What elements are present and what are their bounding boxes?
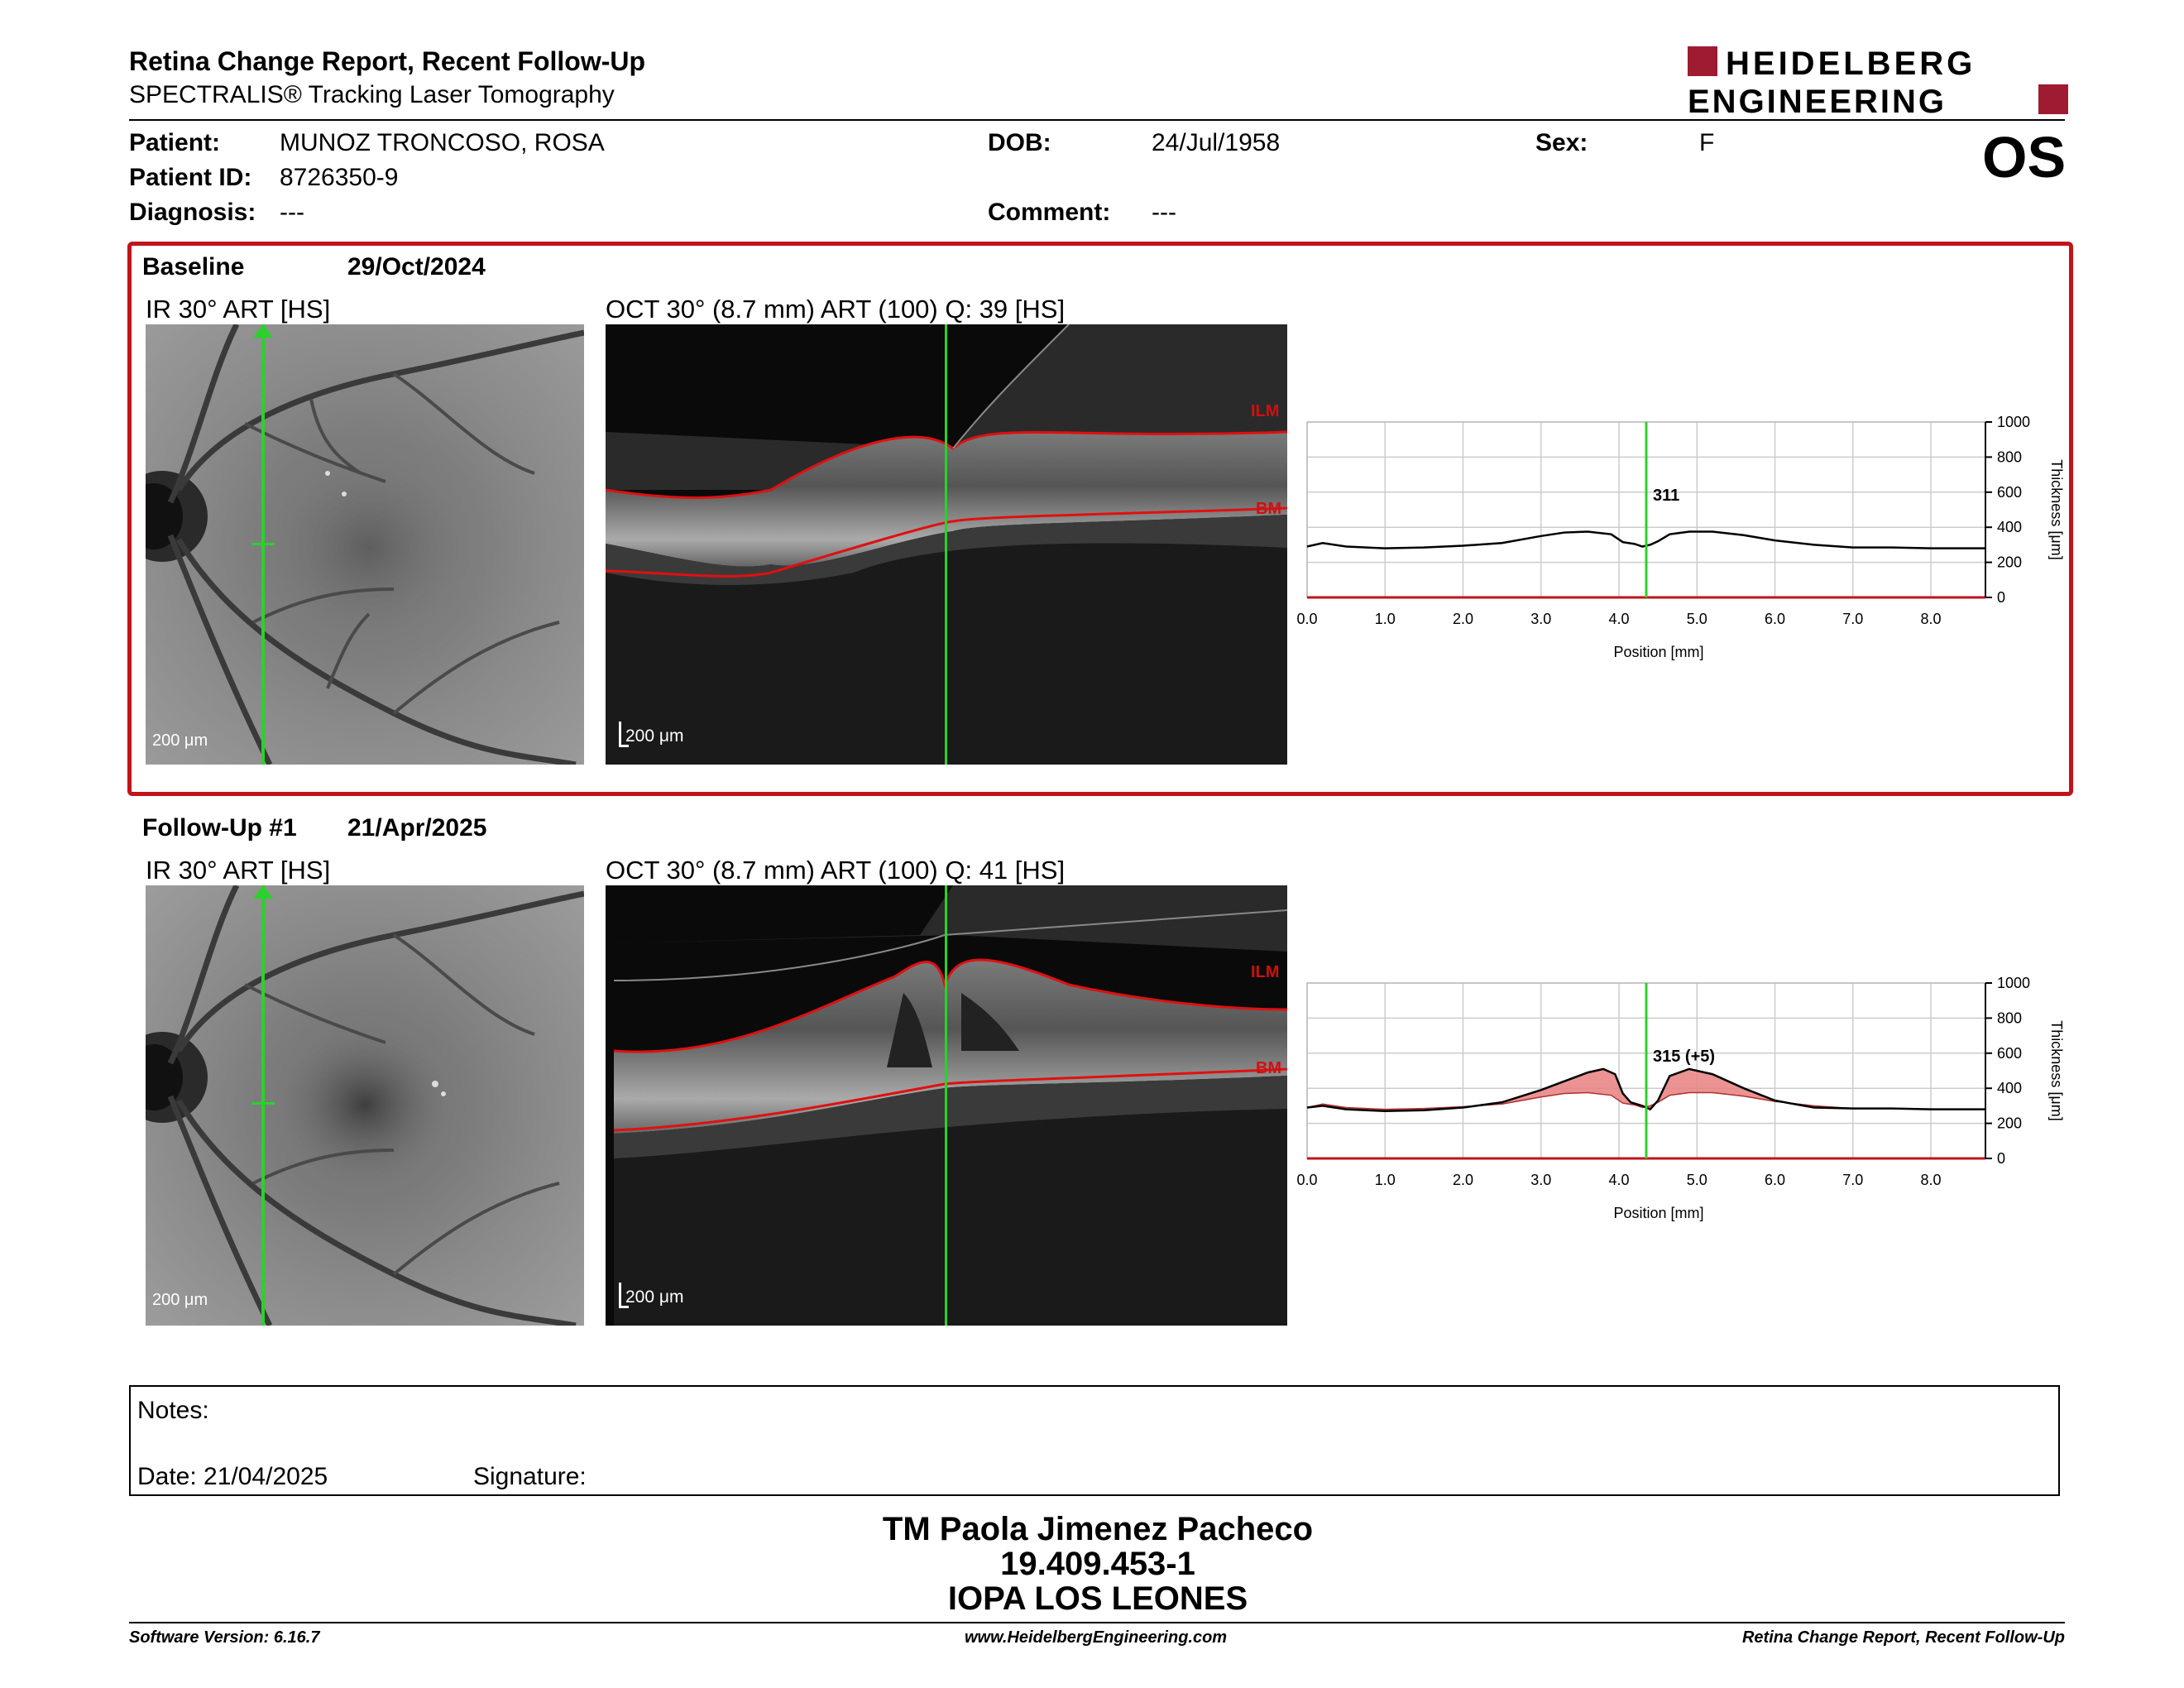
x-tick-label: 6.0: [1765, 1172, 1785, 1188]
diagnosis-label: Diagnosis:: [129, 199, 256, 226]
heidelberg-logo: HEIDELBERG ENGINEERING: [1688, 43, 2068, 120]
x-tick-label: 2.0: [1453, 1172, 1473, 1188]
y-tick-label: 800: [1997, 448, 2022, 465]
dob-label: DOB:: [988, 129, 1051, 156]
y-tick-label: 0: [1997, 589, 2005, 606]
signer-id: 19.409.453-1: [1000, 1546, 1195, 1582]
comment-value: ---: [1152, 199, 1176, 226]
scan-line: [945, 324, 947, 765]
software-version: Software Version: 6.16.7: [129, 1628, 320, 1647]
diagnosis-value: ---: [280, 199, 304, 226]
footer-rule: [129, 1622, 2065, 1623]
exam-date: 29/Oct/2024: [347, 253, 486, 281]
signer-name: TM Paola Jimenez Pacheco: [882, 1511, 1314, 1547]
oct-scale-bar: 200 μm: [625, 727, 684, 746]
x-tick-label: 1.0: [1375, 611, 1396, 627]
y-tick-label: 200: [1997, 554, 2022, 571]
ir-fundus-image-followup[interactable]: 200 μm: [146, 885, 584, 1326]
thickness-chart-followup: 0 200 400 600 800 1000 0.0 1.0 2.0 3.0 4.0 5.0 6.0 7.…: [1296, 975, 2065, 1221]
x-tick-label: 7.0: [1842, 1172, 1863, 1188]
patient-id-label: Patient ID:: [129, 164, 252, 191]
oct-image-label: OCT 30° (8.7 mm) ART (100) Q: 41 [HS]: [606, 856, 1066, 885]
eye-indicator: OS: [1982, 125, 2067, 189]
x-tick-label: 3.0: [1530, 1172, 1551, 1188]
exam-label: Follow-Up #1: [142, 814, 297, 842]
x-tick-label: 2.0: [1453, 611, 1473, 627]
oct-scale-bar: 200 μm: [625, 1288, 684, 1307]
oct-bscan-followup[interactable]: ILM BM 200 μm: [606, 885, 1287, 1326]
svg-text:HEIDELBERG: HEIDELBERG: [1726, 46, 1976, 82]
ir-image-label: IR 30° ART [HS]: [146, 295, 331, 324]
ir-scale-bar: 200 μm: [152, 1291, 208, 1309]
x-tick-label: 5.0: [1687, 611, 1707, 627]
report-title: Retina Change Report, Recent Follow-Up: [129, 46, 646, 76]
x-tick-label: 6.0: [1765, 611, 1785, 627]
x-tick-label: 8.0: [1921, 611, 1942, 627]
ir-scale-bar: 200 μm: [152, 731, 208, 750]
x-tick-label: 7.0: [1842, 611, 1863, 627]
x-axis-label: Position [mm]: [1613, 644, 1703, 660]
exam-date: 21/Apr/2025: [347, 814, 487, 842]
x-tick-label: 0.0: [1296, 611, 1317, 627]
comment-label: Comment:: [988, 199, 1111, 226]
y-tick-label: 600: [1997, 1045, 2022, 1062]
scan-line: [945, 885, 947, 1326]
patient-name: MUNOZ TRONCOSO, ROSA: [280, 129, 605, 156]
header-rule: [129, 119, 2065, 121]
ir-image-label: IR 30° ART [HS]: [146, 856, 331, 885]
y-tick-label: 1000: [1997, 414, 2030, 430]
oct-image-label: OCT 30° (8.7 mm) ART (100) Q: 39 [HS]: [606, 295, 1066, 324]
cursor-value-label: 311: [1653, 487, 1679, 505]
signature-label: Signature:: [473, 1463, 587, 1490]
oct-bscan-baseline[interactable]: ILM BM 200 μm: [606, 324, 1287, 765]
footer-report-name: Retina Change Report, Recent Follow-Up: [1741, 1628, 2065, 1647]
y-tick-label: 400: [1997, 519, 2022, 535]
x-axis-label: Position [mm]: [1613, 1205, 1703, 1221]
x-tick-label: 8.0: [1921, 1172, 1942, 1188]
y-axis-label: Thickness [μm]: [2048, 1020, 2065, 1120]
dob-value: 24/Jul/1958: [1152, 129, 1281, 156]
x-tick-label: 4.0: [1608, 611, 1629, 627]
report-subtitle: SPECTRALIS® Tracking Laser Tomography: [129, 81, 615, 108]
x-tick-label: 1.0: [1375, 1172, 1396, 1188]
notes-label: Notes:: [137, 1397, 209, 1424]
baseline-thickness-line: [1306, 1091, 1985, 1110]
y-tick-label: 400: [1997, 1080, 2022, 1096]
y-tick-label: 600: [1997, 484, 2022, 501]
x-tick-label: 5.0: [1687, 1172, 1707, 1188]
thickness-chart-baseline: 0 200 400 600 800 1000 0.0 1.0 2.0 3.0 4.0 5.0 6.0 7.…: [1296, 414, 2065, 660]
y-axis-label: Thickness [μm]: [2048, 459, 2065, 559]
sex-label: Sex:: [1535, 129, 1588, 156]
svg-text:ENGINEERING: ENGINEERING: [1688, 84, 1947, 119]
sex-value: F: [1699, 129, 1715, 156]
baseline-panel: [127, 242, 2073, 796]
thickness-line: [1306, 530, 1985, 549]
signer-institution: IOPA LOS LEONES: [947, 1580, 1248, 1617]
x-tick-label: 4.0: [1608, 1172, 1629, 1188]
thickness-line: [1306, 1067, 1985, 1113]
ir-fundus-image-baseline[interactable]: 200 μm: [146, 324, 584, 765]
bm-label: BM: [1256, 1059, 1282, 1077]
cursor-value-label: 315 (+5): [1653, 1048, 1715, 1066]
website-link[interactable]: www.HeidelbergEngineering.com: [965, 1628, 1228, 1647]
bm-label: BM: [1256, 500, 1282, 518]
y-tick-label: 1000: [1997, 975, 2030, 991]
x-tick-label: 3.0: [1530, 611, 1551, 627]
patient-label: Patient:: [129, 129, 221, 156]
exam-label: Baseline: [142, 253, 245, 281]
notes-box[interactable]: Notes: Date: 21/04/2025 Signature:: [129, 1385, 2060, 1496]
notes-date: Date: 21/04/2025: [137, 1463, 328, 1490]
x-tick-label: 0.0: [1296, 1172, 1317, 1188]
y-tick-label: 200: [1997, 1115, 2022, 1132]
y-tick-label: 0: [1997, 1150, 2005, 1167]
y-tick-label: 800: [1997, 1009, 2022, 1026]
scan-line: [261, 885, 265, 1326]
ilm-label: ILM: [1251, 402, 1280, 420]
patient-id: 8726350-9: [280, 164, 399, 191]
ilm-label: ILM: [1251, 963, 1280, 981]
